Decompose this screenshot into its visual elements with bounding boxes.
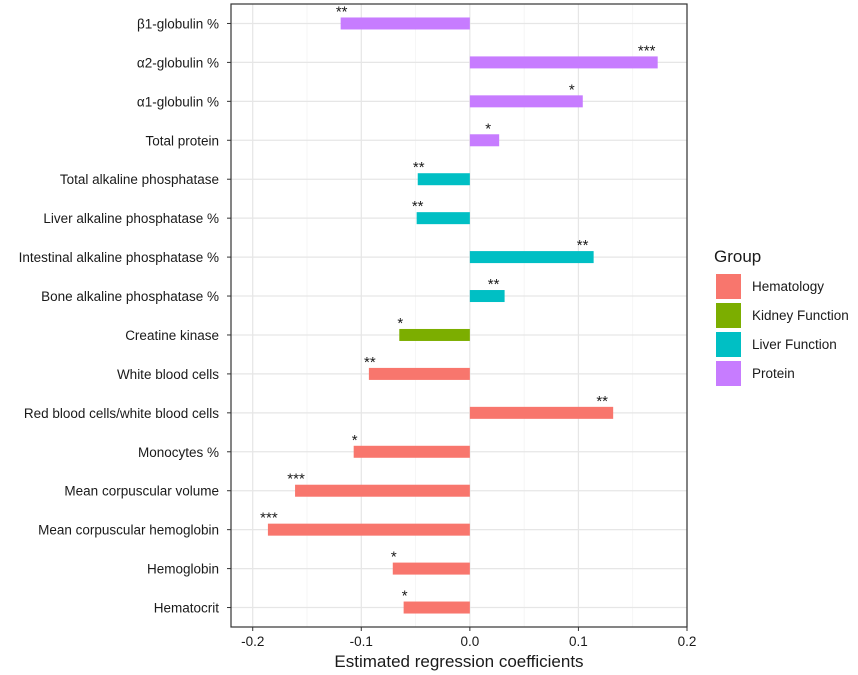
bar: [295, 484, 470, 497]
x-tick-label: 0.0: [460, 634, 479, 649]
y-tick-label: Bone alkaline phosphatase %: [41, 289, 219, 304]
plot-border: [230, 3, 688, 628]
y-tick-label: Hematocrit: [154, 601, 220, 616]
x-axis-title: Estimated regression coefficients: [334, 652, 583, 671]
bar: [469, 251, 594, 264]
y-tick-label: β1-globulin %: [137, 16, 219, 31]
y-tick-label: Intestinal alkaline phosphatase %: [19, 250, 219, 265]
y-tick-label: Red blood cells/white blood cells: [24, 406, 219, 421]
significance-label: *: [397, 315, 403, 332]
x-tick-label: 0.1: [569, 634, 588, 649]
x-tick-label: -0.1: [350, 634, 373, 649]
significance-label: **: [413, 159, 425, 176]
y-tick-label: Total alkaline phosphatase: [60, 172, 219, 187]
significance-label: ***: [638, 42, 656, 59]
y-tick-label: Liver alkaline phosphatase %: [43, 211, 219, 226]
bar: [399, 328, 470, 341]
bar: [368, 367, 470, 380]
x-axis-ticks: -0.2 -0.1 0.0 0.1 0.2: [241, 627, 696, 649]
bar: [353, 445, 470, 458]
x-tick-label: -0.2: [241, 634, 264, 649]
legend-swatch: [716, 303, 741, 328]
legend-swatch: [716, 361, 741, 386]
y-tick-label: Creatine kinase: [125, 328, 219, 343]
y-tick-label: Mean corpuscular hemoglobin: [38, 523, 219, 538]
x-tick-label: 0.2: [678, 634, 697, 649]
significance-label: ***: [287, 471, 305, 488]
significance-label: ***: [260, 510, 278, 527]
y-tick-label: Total protein: [145, 133, 219, 148]
significance-label: *: [352, 432, 358, 449]
legend-label: Protein: [752, 366, 795, 381]
y-tick-label: Monocytes %: [138, 445, 219, 460]
bars: [267, 17, 658, 614]
significance-label: **: [577, 237, 589, 254]
bar: [417, 173, 470, 186]
legend-label: Hematology: [752, 279, 824, 294]
significance-label: *: [402, 588, 408, 605]
significance-label: *: [485, 120, 491, 137]
bar: [267, 523, 470, 536]
bar: [469, 290, 505, 303]
bar: [469, 56, 658, 69]
y-tick-label: α2-globulin %: [137, 55, 219, 70]
significance-label: **: [336, 3, 348, 20]
significance-label: **: [596, 393, 608, 410]
significance-label: *: [391, 549, 397, 566]
bar: [416, 212, 470, 225]
significance-labels: *****************************: [260, 3, 655, 604]
legend-label: Liver Function: [752, 337, 837, 352]
legend-label: Kidney Function: [752, 308, 849, 323]
legend-swatch: [716, 274, 741, 299]
y-tick-label: White blood cells: [117, 367, 219, 382]
legend-swatch: [716, 332, 741, 357]
bar: [469, 134, 500, 147]
legend-title: Group: [714, 247, 761, 266]
significance-label: **: [412, 198, 424, 215]
legend: Group Hematology Kidney Function Liver Fun…: [714, 247, 849, 386]
significance-label: *: [569, 81, 575, 98]
bar: [340, 17, 470, 30]
bar: [392, 562, 470, 575]
bar: [403, 601, 470, 614]
significance-label: **: [488, 276, 500, 293]
bar: [469, 95, 583, 108]
y-tick-label: α1-globulin %: [137, 94, 219, 109]
significance-label: **: [364, 354, 376, 371]
y-axis-labels: β1-globulin % α2-globulin % α1-globulin % T…: [19, 16, 231, 616]
bar: [469, 406, 614, 419]
y-tick-label: Hemoglobin: [147, 562, 219, 577]
y-tick-label: Mean corpuscular volume: [64, 484, 219, 499]
